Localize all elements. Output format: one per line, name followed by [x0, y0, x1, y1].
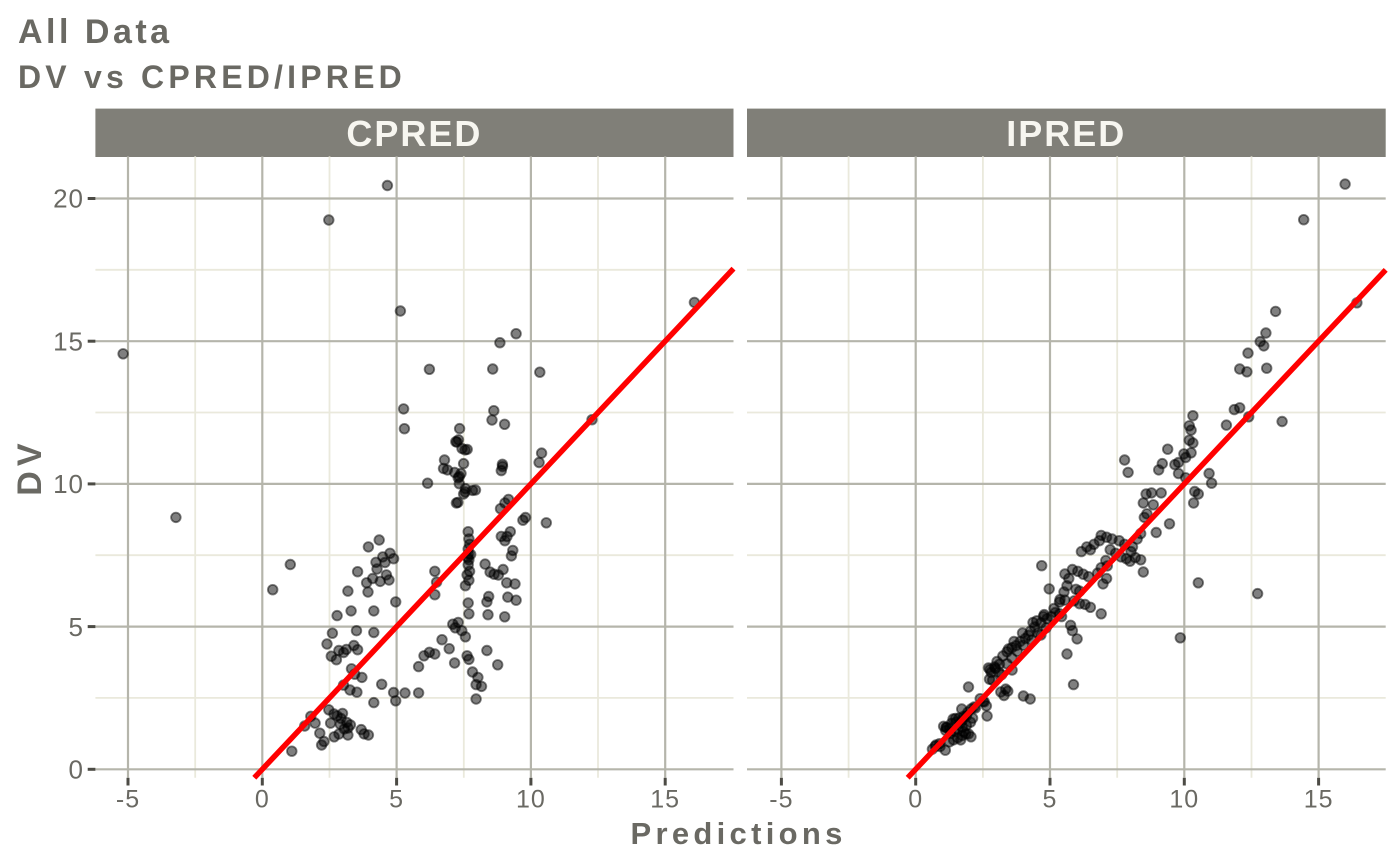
svg-text:0: 0 [69, 755, 84, 785]
svg-text:5: 5 [1043, 786, 1058, 814]
svg-text:0: 0 [255, 786, 270, 814]
svg-text:10: 10 [1169, 786, 1199, 814]
svg-text:10: 10 [53, 469, 84, 499]
svg-text:CPRED: CPRED [346, 113, 482, 154]
svg-text:10: 10 [516, 786, 546, 814]
svg-text:All Data: All Data [18, 13, 173, 51]
svg-text:5: 5 [389, 786, 404, 814]
svg-text:Predictions: Predictions [631, 816, 847, 851]
svg-text:DV: DV [11, 438, 49, 495]
svg-text:15: 15 [1304, 786, 1334, 814]
svg-text:IPRED: IPRED [1006, 113, 1126, 154]
svg-text:-5: -5 [116, 786, 140, 814]
svg-text:15: 15 [53, 326, 84, 356]
svg-text:-5: -5 [769, 786, 793, 814]
svg-text:DV vs CPRED/IPRED: DV vs CPRED/IPRED [18, 59, 406, 95]
svg-text:0: 0 [908, 786, 923, 814]
svg-text:5: 5 [69, 612, 84, 642]
svg-text:15: 15 [650, 786, 680, 814]
svg-text:20: 20 [53, 184, 84, 214]
